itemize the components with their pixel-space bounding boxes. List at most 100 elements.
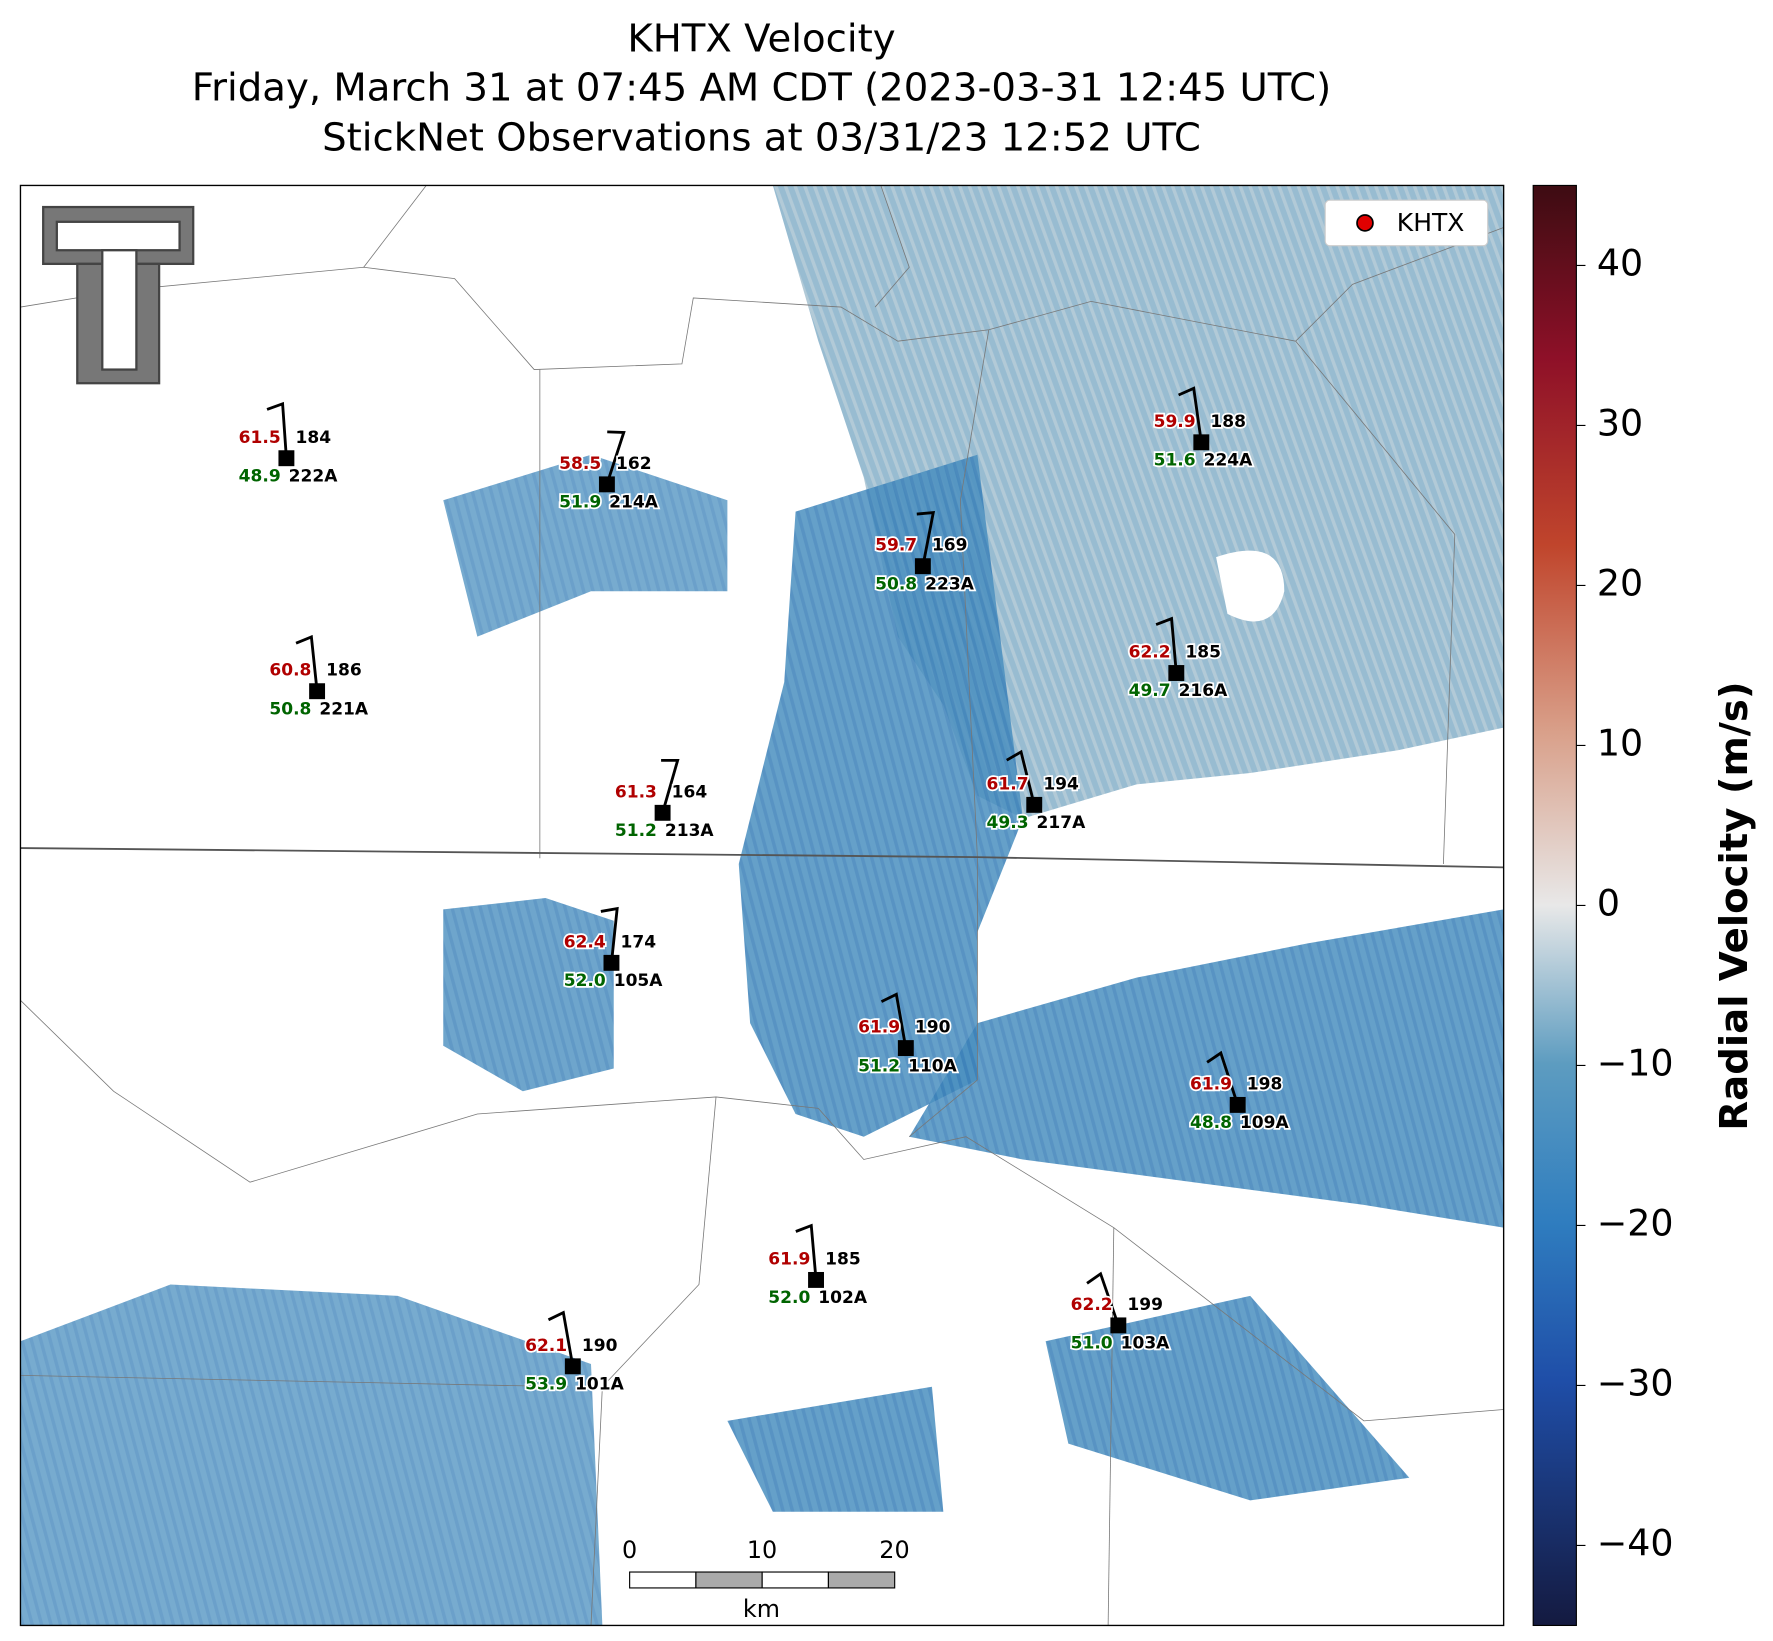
wind-direction: 162 bbox=[616, 454, 652, 474]
wind-direction: 169 bbox=[932, 536, 968, 556]
temperature: 58.5 bbox=[559, 454, 601, 474]
station-marker bbox=[1110, 1317, 1127, 1334]
station-id: 109A bbox=[1240, 1113, 1290, 1133]
wind-direction: 185 bbox=[825, 1249, 861, 1269]
colorbar-ticks: −40 −30 −20 −10 0 10 20 30 40 bbox=[1576, 241, 1674, 1564]
wind-barb bbox=[295, 634, 319, 692]
temperature: 62.2 bbox=[1129, 643, 1171, 663]
temperature: 61.3 bbox=[615, 782, 657, 802]
map-frame bbox=[19, 184, 1505, 1627]
scale-segment bbox=[629, 1571, 697, 1589]
wind-direction: 164 bbox=[672, 782, 708, 802]
dewpoint: 51.6 bbox=[1154, 450, 1196, 470]
legend-label: KHTX bbox=[1397, 208, 1465, 237]
station-marker bbox=[1193, 434, 1210, 451]
scale-tick-label: 0 bbox=[622, 1536, 637, 1564]
wind-direction: 174 bbox=[621, 932, 657, 952]
wind-barb bbox=[795, 1223, 818, 1281]
station-marker bbox=[598, 476, 615, 493]
legend-box bbox=[1324, 199, 1489, 247]
scale-segment bbox=[695, 1571, 763, 1589]
dewpoint: 48.9 bbox=[239, 466, 281, 486]
dewpoint: 48.8 bbox=[1190, 1113, 1232, 1133]
wind-direction: 186 bbox=[326, 661, 362, 681]
dewpoint: 49.3 bbox=[987, 813, 1029, 833]
wind-barb bbox=[605, 430, 626, 485]
station-id: 221A bbox=[319, 699, 369, 719]
station-id: 110A bbox=[908, 1056, 958, 1076]
wind-direction: 190 bbox=[915, 1018, 951, 1038]
wind-barb bbox=[1206, 1050, 1240, 1106]
temperature: 61.7 bbox=[987, 774, 1029, 794]
station-marker bbox=[1168, 665, 1185, 681]
station-marker bbox=[897, 1040, 914, 1057]
temperature: 60.8 bbox=[269, 661, 311, 681]
scale-bar: 0 10 20 km bbox=[622, 1536, 910, 1623]
station-id: 105A bbox=[614, 971, 664, 991]
wind-barb bbox=[880, 992, 908, 1049]
wind-barb bbox=[916, 511, 936, 567]
temperature: 59.9 bbox=[1154, 412, 1196, 432]
temperature: 62.1 bbox=[525, 1336, 567, 1356]
dewpoint: 50.8 bbox=[269, 699, 311, 719]
colorbar-tick-label: −10 bbox=[1597, 1041, 1674, 1084]
station-marker bbox=[1026, 796, 1043, 813]
legend: KHTX bbox=[1324, 199, 1489, 247]
wind-barb bbox=[1178, 386, 1203, 443]
dewpoint: 50.8 bbox=[875, 574, 917, 594]
temperature: 62.4 bbox=[564, 932, 606, 952]
dewpoint: 53.9 bbox=[525, 1374, 567, 1394]
county-lines bbox=[20, 185, 1504, 1626]
station-marker bbox=[309, 683, 326, 700]
station-marker bbox=[278, 450, 295, 467]
dewpoint: 51.2 bbox=[858, 1056, 900, 1076]
colorbar-tick-label: 20 bbox=[1597, 561, 1643, 604]
colorbar-label: Radial Velocity (m/s) bbox=[1712, 681, 1757, 1130]
wind-barb bbox=[1006, 749, 1036, 806]
scale-tick-label: 20 bbox=[879, 1536, 909, 1564]
wind-barb bbox=[1155, 616, 1178, 674]
colorbar-tick-label: 40 bbox=[1597, 241, 1643, 284]
station-id: 102A bbox=[818, 1288, 868, 1308]
dewpoint: 52.0 bbox=[564, 971, 606, 991]
subtitle: Friday, March 31 at 07:45 AM CDT (2023-0… bbox=[192, 65, 1331, 110]
station-id: 224A bbox=[1204, 450, 1254, 470]
dewpoint: 51.0 bbox=[1071, 1334, 1113, 1354]
station-marker bbox=[914, 558, 931, 575]
wind-direction: 194 bbox=[1043, 774, 1079, 794]
station-id: 222A bbox=[289, 466, 339, 486]
station-id: 223A bbox=[925, 574, 975, 594]
radar-echoes bbox=[20, 185, 1504, 1626]
station-id: 217A bbox=[1037, 813, 1087, 833]
station-marker bbox=[654, 804, 671, 821]
wind-direction: 185 bbox=[1185, 643, 1221, 663]
wind-barb bbox=[661, 758, 680, 814]
station-id: 101A bbox=[575, 1374, 625, 1394]
station-marker bbox=[603, 954, 620, 971]
colorbar-tick-label: −20 bbox=[1597, 1201, 1674, 1244]
dewpoint: 49.7 bbox=[1129, 681, 1171, 701]
title: KHTX Velocity bbox=[627, 17, 895, 62]
colorbar-tick-label: 30 bbox=[1597, 401, 1643, 444]
university-logo bbox=[42, 205, 195, 385]
dewpoint: 52.0 bbox=[768, 1288, 810, 1308]
temperature: 61.9 bbox=[858, 1018, 900, 1038]
station-marker bbox=[808, 1271, 824, 1288]
wind-barb bbox=[1086, 1271, 1120, 1326]
station-id: 214A bbox=[609, 493, 659, 513]
temperature: 61.9 bbox=[1190, 1074, 1232, 1094]
scale-tick-label: 10 bbox=[747, 1536, 777, 1564]
wind-barb bbox=[547, 1310, 575, 1367]
station-id: 216A bbox=[1179, 681, 1229, 701]
state-line bbox=[20, 847, 1504, 869]
wind-direction: 184 bbox=[295, 428, 331, 448]
station-marker bbox=[1229, 1096, 1246, 1113]
dewpoint: 51.2 bbox=[615, 821, 657, 841]
subtitle-2: StickNet Observations at 03/31/23 12:52 … bbox=[322, 115, 1201, 160]
wind-direction: 199 bbox=[1127, 1295, 1163, 1315]
station-id: 213A bbox=[665, 821, 715, 841]
temperature: 61.5 bbox=[239, 428, 281, 448]
colorbar-tick-label: −40 bbox=[1597, 1521, 1674, 1564]
station-id: 103A bbox=[1121, 1334, 1171, 1354]
stations: 61.5 184 48.9 222A 58.5 162 51.9 214A 59.7 169 50.… bbox=[237, 386, 1291, 1396]
